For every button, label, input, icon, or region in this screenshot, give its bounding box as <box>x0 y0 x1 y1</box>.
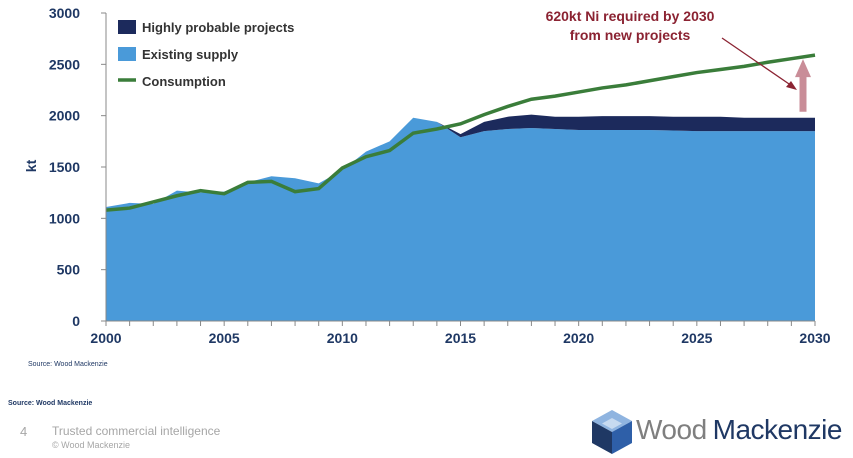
tagline: Trusted commercial intelligence <box>52 424 221 438</box>
y-tick-label: 2000 <box>49 108 80 124</box>
y-tick-label: 3000 <box>49 5 80 21</box>
x-tick-label: 2015 <box>445 330 476 346</box>
logo-wordmark: Wood Mackenzie <box>636 414 842 446</box>
annotation-pointer <box>721 37 793 87</box>
nickel-supply-demand-chart: 0 500 1000 1500 2000 2500 3000 2000 2005 2010 201… <box>23 5 831 368</box>
y-tick-label: 1000 <box>49 210 80 226</box>
annotation-line-2: from new projects <box>570 27 691 43</box>
y-tick-label: 500 <box>57 262 81 278</box>
x-tick-label: 2000 <box>90 330 121 346</box>
copyright: © Wood Mackenzie <box>52 440 130 450</box>
legend: Highly probable projects Existing supply… <box>118 20 294 89</box>
y-axis: 0 500 1000 1500 2000 2500 3000 <box>49 5 107 329</box>
y-tick-label: 2500 <box>49 56 80 72</box>
page-number: 4 <box>20 424 28 439</box>
logo-word-mackenzie: Mackenzie <box>712 414 843 445</box>
annotation-line-1: 620kt Ni required by 2030 <box>546 8 715 24</box>
legend-swatch-probable <box>118 20 136 34</box>
x-tick-label: 2020 <box>563 330 594 346</box>
chart-source: Source: Wood Mackenzie <box>28 361 108 368</box>
legend-label-consumption: Consumption <box>142 74 226 89</box>
y-tick-label: 1500 <box>49 159 80 175</box>
logo-word-wood: Wood <box>636 414 707 445</box>
gap-arrow <box>795 59 811 112</box>
consumption-line <box>105 53 816 212</box>
legend-label-probable: Highly probable projects <box>142 20 294 35</box>
x-tick-label: 2030 <box>799 330 830 346</box>
x-tick-label: 2005 <box>209 330 240 346</box>
existing-supply-area <box>106 117 815 321</box>
logo-mark <box>592 410 632 454</box>
x-tick-label: 2025 <box>681 330 712 346</box>
x-tick-label: 2010 <box>327 330 358 346</box>
legend-swatch-existing <box>118 47 136 61</box>
page-source: Source: Wood Mackenzie <box>8 400 93 407</box>
annotation-pointer-head <box>786 81 797 90</box>
annotation: 620kt Ni required by 2030 from new proje… <box>546 8 811 112</box>
legend-label-existing: Existing supply <box>142 47 239 62</box>
x-axis: 2000 2005 2010 2015 2020 2025 2030 <box>90 320 831 346</box>
plot-area <box>105 53 816 321</box>
y-axis-label: kt <box>23 159 39 172</box>
y-tick-label: 0 <box>72 313 80 329</box>
probable-projects-area <box>106 114 815 208</box>
